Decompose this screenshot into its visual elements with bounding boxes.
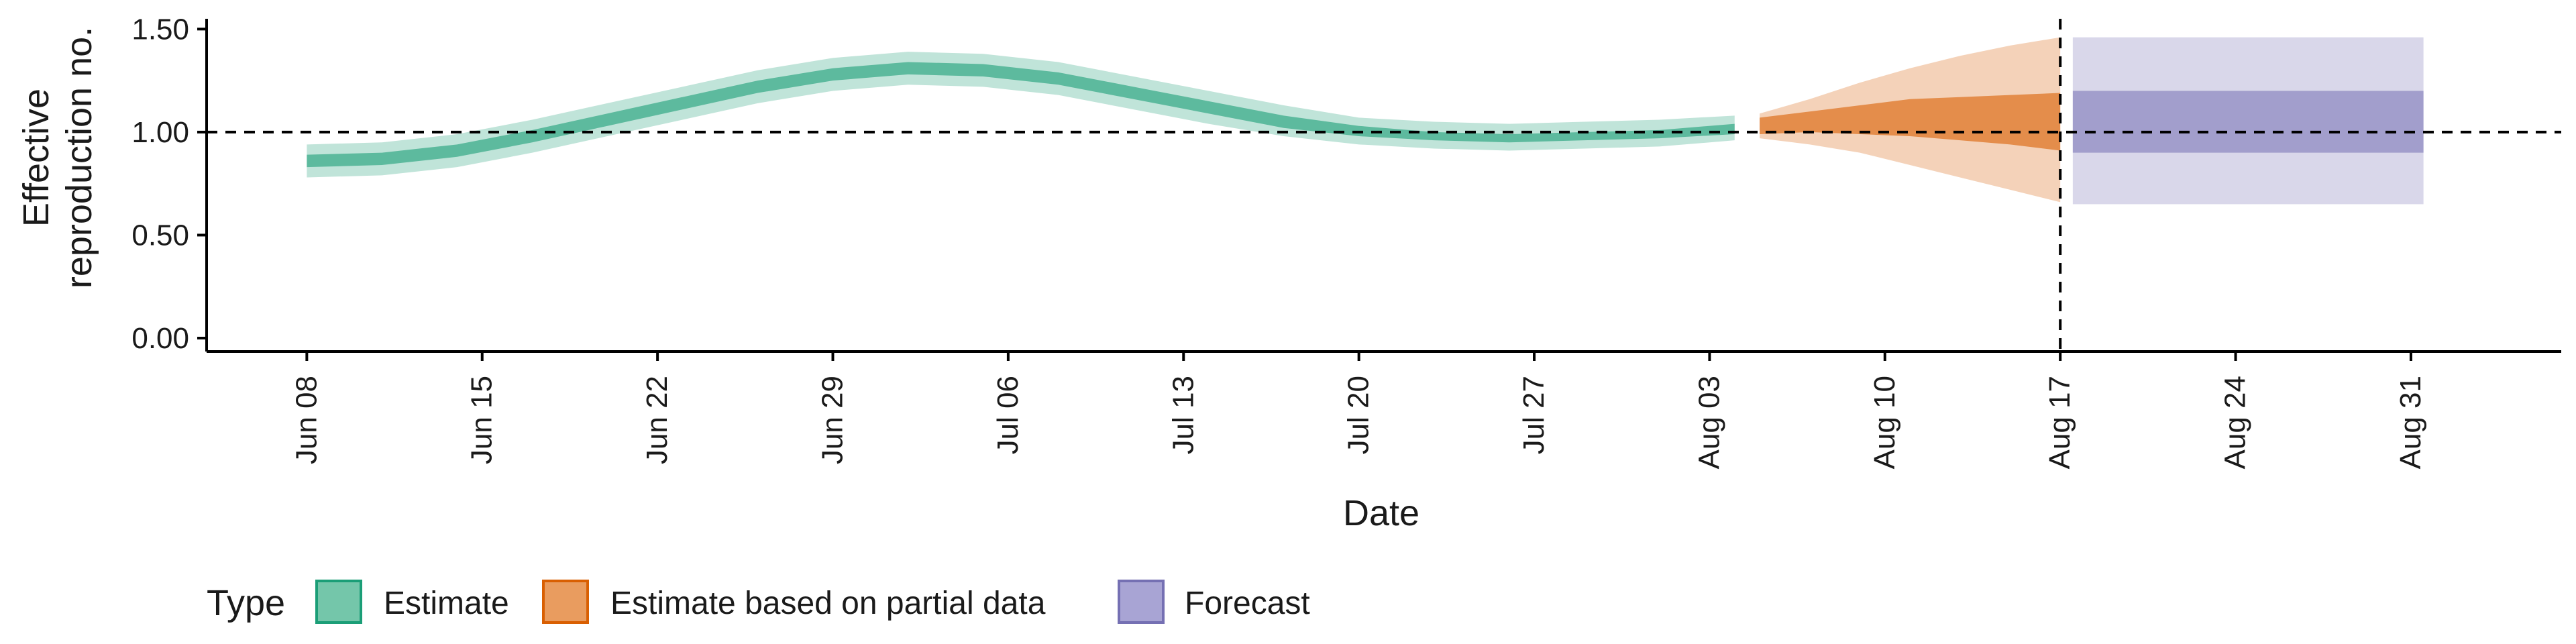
x-tick-label-3: Jun 29 (816, 376, 849, 464)
x-tick-label-5: Jul 13 (1167, 376, 1199, 454)
legend: Type Estimate Estimate based on partial … (207, 580, 1310, 624)
y-axis-title: Effective reproduction no. (16, 27, 99, 288)
x-tick-label-2: Jun 22 (641, 376, 674, 464)
y-axis-title-line-2: reproduction no. (59, 27, 99, 288)
y-tick-label-2: 1.00 (131, 116, 189, 149)
x-tick-label-12: Aug 31 (2394, 376, 2427, 469)
x-axis-title: Date (1343, 493, 1419, 533)
axes: 0.00 0.50 1.00 1.50 Jun 08 Jun 15 Jun 22 Jun 29… (131, 13, 2561, 469)
x-tick-label-6: Jul 20 (1342, 376, 1375, 454)
x-tick-label-1: Jun 15 (466, 376, 498, 464)
forecast-band-50 (2072, 91, 2424, 153)
estimate-band-50 (307, 62, 1735, 168)
legend-label-estimate: Estimate (384, 586, 509, 621)
x-tick-label-8: Aug 03 (1693, 376, 1725, 469)
legend-swatch-forecast (1118, 580, 1165, 624)
legend-label-forecast: Forecast (1185, 586, 1310, 621)
x-tick-label-9: Aug 10 (1868, 376, 1901, 469)
legend-swatch-partial (542, 580, 589, 624)
series-bands (307, 37, 2424, 205)
x-tick-label-10: Aug 17 (2043, 376, 2076, 469)
x-tick-label-7: Jul 27 (1517, 376, 1550, 454)
legend-swatch-estimate (315, 580, 362, 624)
x-tick-label-11: Aug 24 (2219, 376, 2252, 469)
x-tick-label-0: Jun 08 (290, 376, 323, 464)
y-tick-label-0: 0.00 (131, 322, 189, 355)
legend-label-partial: Estimate based on partial data (610, 586, 1046, 621)
estimate-based-on-partial-data-band-50 (1760, 93, 2061, 151)
y-tick-label-3: 1.50 (131, 13, 189, 46)
y-tick-label-1: 0.50 (131, 219, 189, 252)
legend-title: Type (207, 583, 285, 623)
reference-lines (207, 19, 2561, 352)
y-axis-title-line-1: Effective (16, 89, 56, 227)
x-tick-label-4: Jul 06 (991, 376, 1024, 454)
